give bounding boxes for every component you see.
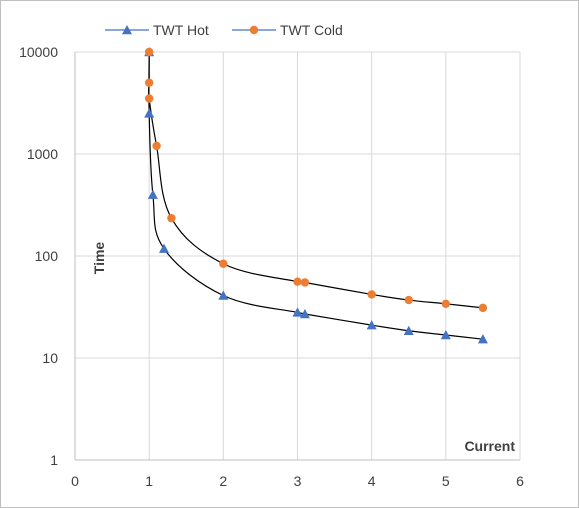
y-tick-label: 100	[35, 248, 59, 264]
axis-titles: Current Time	[91, 242, 515, 454]
data-point-twt-cold	[478, 303, 488, 313]
legend-item-twt-hot: TWT Hot	[105, 22, 209, 38]
y-tick-label: 10	[42, 350, 58, 366]
axes	[74, 52, 520, 461]
data-point-twt-hot	[366, 320, 377, 330]
data-point-twt-cold	[144, 94, 154, 103]
data-point-twt-hot	[144, 108, 155, 118]
data-point-twt-cold	[167, 213, 176, 223]
y-axis-title: Time	[91, 242, 107, 275]
data-point-twt-cold	[367, 290, 376, 299]
data-point-twt-cold	[441, 299, 451, 308]
data-point-twt-cold	[144, 47, 154, 57]
legend-label-twt-hot: TWT Hot	[153, 22, 209, 38]
data-point-twt-hot	[147, 189, 158, 199]
data-point-twt-hot	[403, 325, 414, 335]
x-tick-label: 3	[294, 473, 302, 489]
y-tick-label: 10000	[19, 44, 58, 60]
x-axis-title: Current	[464, 438, 515, 454]
x-tick-label: 5	[442, 473, 450, 489]
gridlines	[75, 51, 521, 460]
legend-label-twt-cold: TWT Cold	[280, 22, 343, 38]
y-tick-label: 1	[50, 452, 58, 468]
x-tick-label: 1	[145, 473, 153, 489]
series-curves	[147, 51, 483, 340]
x-tick-label: 2	[219, 473, 227, 489]
data-points	[144, 47, 488, 344]
data-point-twt-cold	[300, 278, 310, 287]
legend-marker-twt-hot	[122, 25, 132, 35]
x-tick-label: 0	[71, 473, 79, 489]
legend-marker-twt-cold	[249, 25, 259, 35]
y-tick-label: 1000	[27, 146, 58, 162]
x-tick-label: 4	[368, 473, 376, 489]
data-point-twt-cold	[293, 277, 302, 286]
data-point-twt-hot	[440, 330, 451, 340]
x-tick-label: 6	[516, 473, 524, 489]
curve-twt-hot	[148, 51, 483, 340]
legend-item-twt-cold: TWT Cold	[232, 22, 343, 38]
curve-twt-cold	[147, 51, 483, 309]
legend: TWT Hot TWT Cold	[105, 22, 343, 38]
data-point-twt-hot	[477, 334, 488, 344]
data-point-twt-hot	[218, 290, 229, 300]
data-point-twt-hot	[159, 243, 169, 253]
data-point-twt-cold	[152, 141, 161, 151]
data-point-twt-cold	[219, 259, 228, 268]
data-point-twt-hot	[292, 307, 303, 317]
data-point-twt-hot	[299, 309, 310, 319]
data-point-twt-cold	[404, 295, 413, 305]
data-point-twt-cold	[144, 78, 154, 87]
